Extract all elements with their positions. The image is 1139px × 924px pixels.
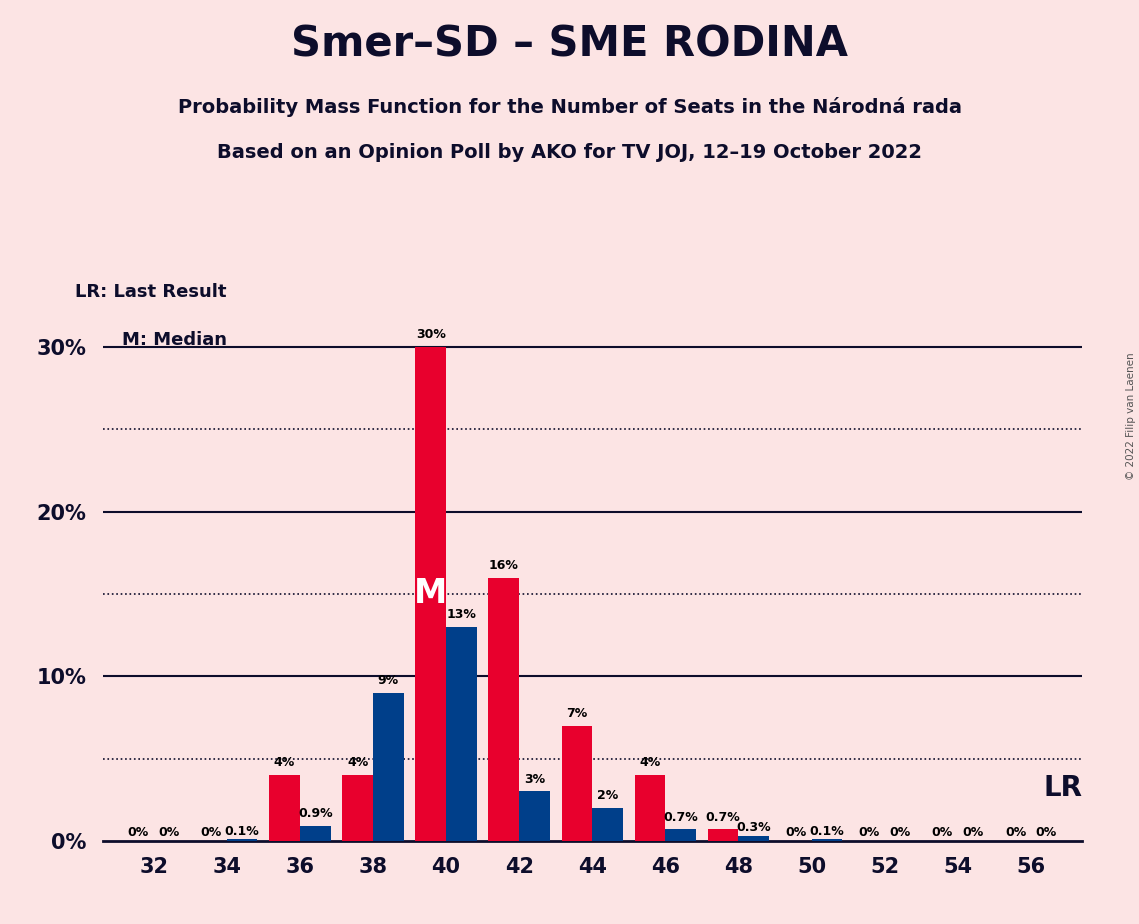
Text: 16%: 16%	[489, 559, 518, 572]
Text: 0%: 0%	[890, 826, 911, 839]
Text: M: Median: M: Median	[122, 331, 227, 348]
Bar	[707, 830, 738, 841]
Text: 13%: 13%	[446, 608, 476, 621]
Bar	[489, 578, 519, 841]
Text: 0%: 0%	[158, 826, 180, 839]
Text: © 2022 Filip van Laenen: © 2022 Filip van Laenen	[1126, 352, 1136, 480]
Text: 0.1%: 0.1%	[224, 824, 260, 837]
Text: 0%: 0%	[786, 826, 806, 839]
Text: 0%: 0%	[962, 826, 984, 839]
Text: Based on an Opinion Poll by AKO for TV JOJ, 12–19 October 2022: Based on an Opinion Poll by AKO for TV J…	[218, 143, 921, 163]
Text: 4%: 4%	[273, 756, 295, 770]
Text: 0.7%: 0.7%	[663, 810, 698, 823]
Bar	[665, 830, 696, 841]
Bar	[634, 775, 665, 841]
Text: 4%: 4%	[639, 756, 661, 770]
Bar	[300, 826, 330, 841]
Bar	[446, 626, 477, 841]
Text: 0.9%: 0.9%	[298, 808, 333, 821]
Bar	[269, 775, 300, 841]
Bar	[812, 839, 842, 841]
Bar	[592, 808, 623, 841]
Bar	[372, 693, 403, 841]
Text: 0%: 0%	[859, 826, 880, 839]
Bar	[416, 347, 446, 841]
Text: 4%: 4%	[347, 756, 368, 770]
Bar	[227, 839, 257, 841]
Text: 0%: 0%	[128, 826, 149, 839]
Bar	[519, 792, 550, 841]
Text: 3%: 3%	[524, 772, 546, 785]
Bar	[562, 725, 592, 841]
Text: M: M	[415, 578, 448, 611]
Text: 0%: 0%	[1005, 826, 1026, 839]
Text: Smer–SD – SME RODINA: Smer–SD – SME RODINA	[290, 23, 849, 65]
Text: 0.1%: 0.1%	[810, 824, 844, 837]
Text: 0%: 0%	[1035, 826, 1057, 839]
Text: 30%: 30%	[416, 328, 445, 341]
Bar	[738, 836, 769, 841]
Text: 0%: 0%	[200, 826, 222, 839]
Text: 0.7%: 0.7%	[706, 810, 740, 823]
Text: 2%: 2%	[597, 789, 618, 802]
Text: 9%: 9%	[378, 674, 399, 687]
Text: 0%: 0%	[932, 826, 953, 839]
Bar	[343, 775, 372, 841]
Text: 7%: 7%	[566, 707, 588, 720]
Text: Probability Mass Function for the Number of Seats in the Národná rada: Probability Mass Function for the Number…	[178, 97, 961, 117]
Text: LR: Last Result: LR: Last Result	[75, 283, 227, 301]
Text: LR: LR	[1043, 774, 1082, 802]
Text: 0.3%: 0.3%	[737, 821, 771, 834]
